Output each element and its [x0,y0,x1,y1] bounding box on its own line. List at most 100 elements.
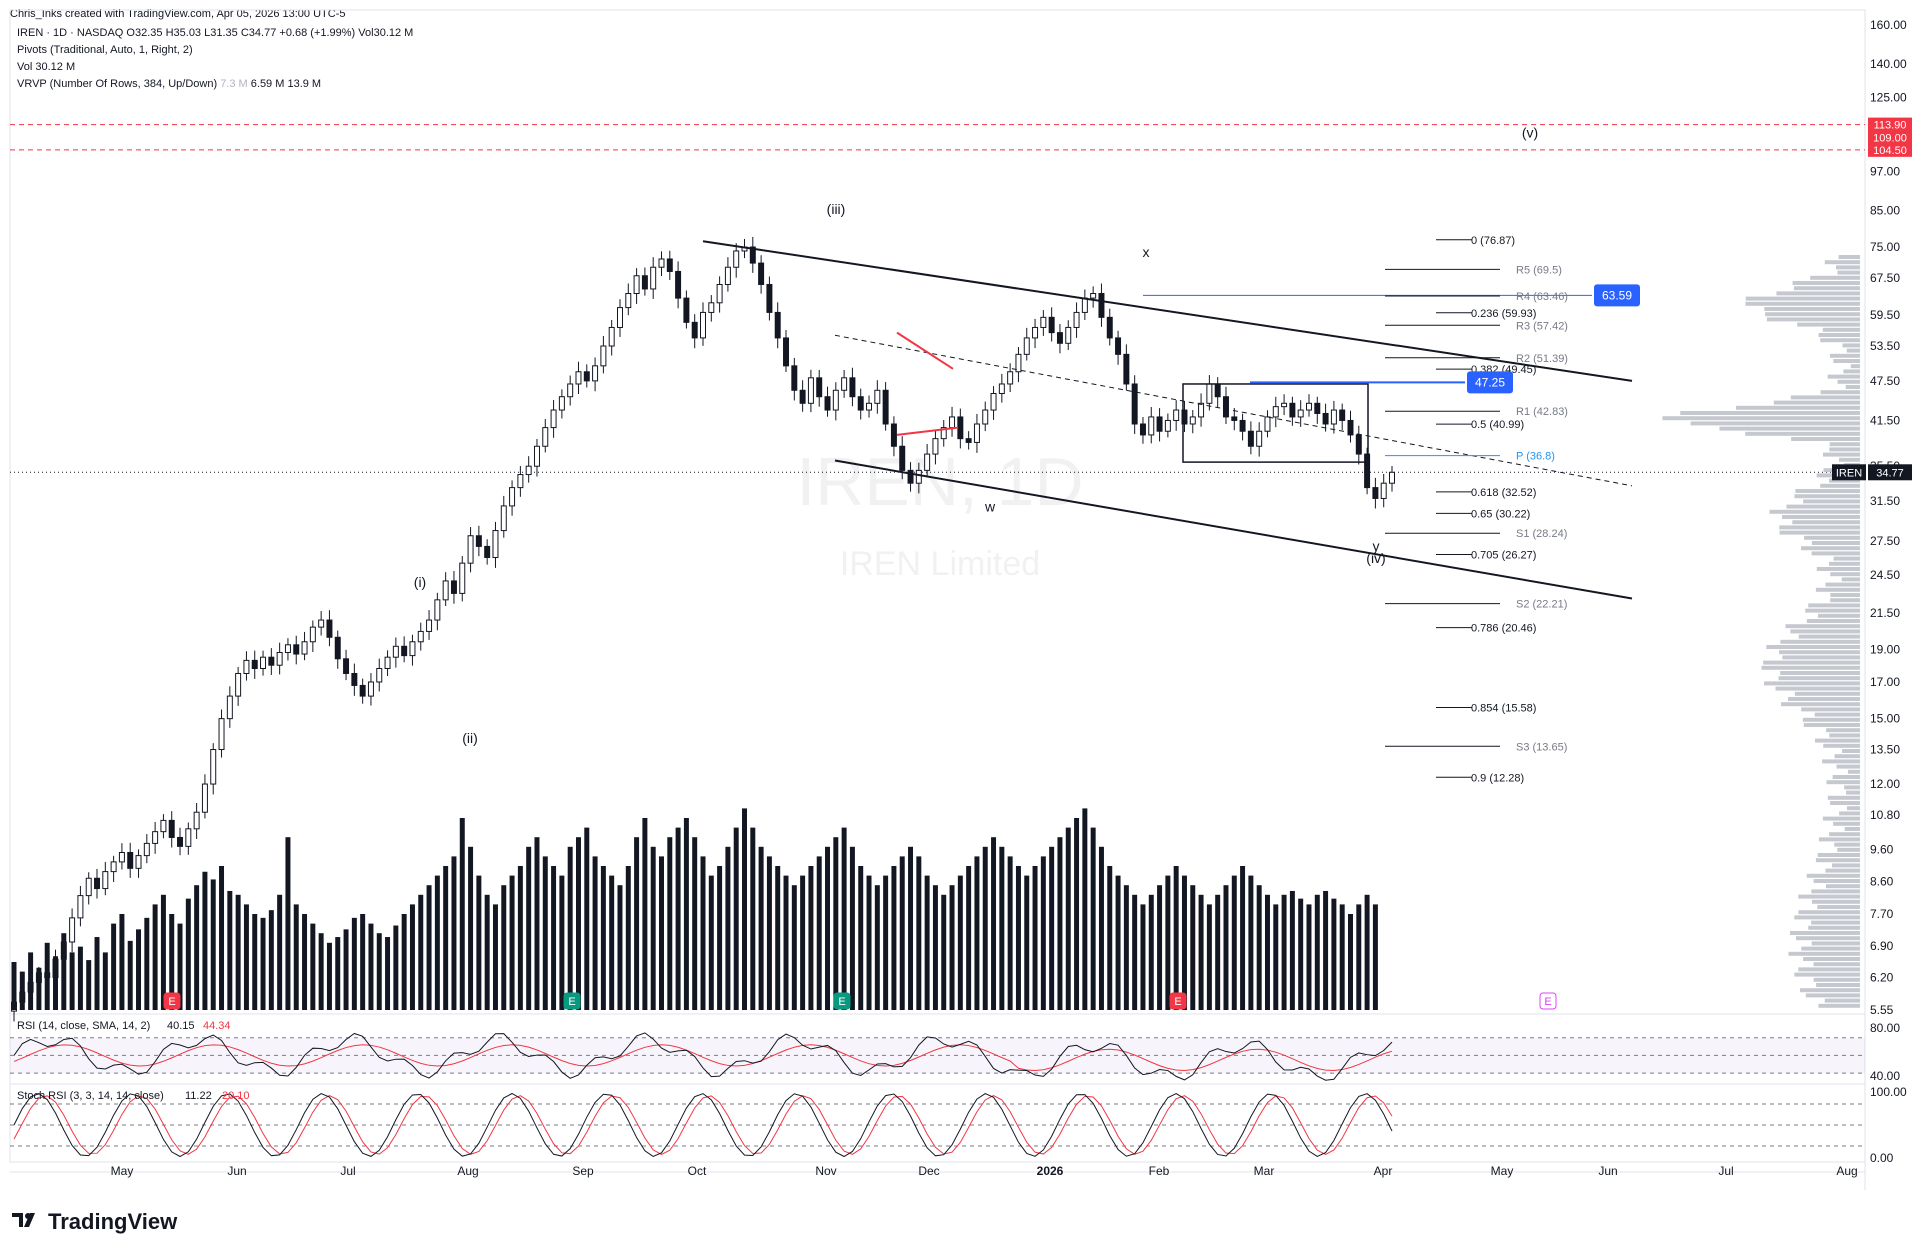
volume-profile-bar [1837,379,1860,384]
volume-profile-bar [1801,546,1860,551]
candle-down [691,321,698,339]
price-axis-label: 160.00 [1870,18,1907,32]
volume-profile-bar [1820,338,1860,343]
candle-up [716,283,723,304]
volume-profile-bar [1789,931,1860,935]
vrvp-indicator-label[interactable]: VRVP (Number Of Rows, 384, Up/Down) 7.3 … [17,78,321,90]
candle-up [276,651,283,666]
candle-up [77,895,84,919]
symbol-header[interactable]: IREN · 1D · NASDAQ O32.35 H35.03 L31.35 … [17,27,413,39]
volume-bar [1206,904,1212,1010]
candle-up [633,275,640,295]
volume-profile-bar [1745,431,1860,436]
volume-bar [883,875,889,1010]
volume-profile-bar [1798,894,1860,899]
rsi-value: 40.15 [167,1020,195,1032]
earnings-marker [1169,992,1187,1010]
volume-bar [252,914,258,1010]
volume-profile-bar [1818,333,1860,337]
volume-profile-bar [1825,868,1860,873]
volume-bar [285,837,291,1010]
candle-down [1239,419,1246,432]
volume-bar [1098,846,1104,1010]
candle-down [1355,434,1362,455]
candle-down [1131,383,1138,425]
earnings-marker-text: E [838,996,845,1008]
volume-bar [625,866,631,1010]
ohlc-low: L31.35 [204,27,238,39]
candle-down [1372,487,1379,499]
volume-profile-bar [1814,738,1860,743]
price-axis-label: 21.50 [1870,606,1900,620]
volume-bar [600,866,606,1010]
tradingview-logo[interactable]: TradingView [12,1209,177,1235]
volume-bar [210,879,216,1010]
volume-bar [783,875,789,1010]
volume-bar [766,856,772,1010]
volume-bar [1314,894,1320,1010]
volume-bar [451,856,457,1010]
time-axis-label: Apr [1374,1164,1393,1178]
volume-bar [1364,894,1370,1010]
candle-down [1364,453,1371,489]
time-axis-label: Aug [457,1164,478,1178]
volume-profile-bar [1822,327,1860,332]
volume-bar [468,846,474,1010]
fib-level-label: 0 (76.87) [1471,235,1515,247]
volume-profile-bar [1811,899,1860,904]
volume-profile-bar [1830,598,1860,603]
volume-profile-bar [1778,676,1860,681]
candle-down [168,819,175,838]
candle-up [1164,419,1171,432]
candle-up [426,619,433,632]
price-axis-label: 10.80 [1870,808,1900,822]
volume-bar [534,837,540,1010]
volume-profile-bar [1833,821,1860,826]
time-axis-label: Oct [688,1164,707,1178]
candle-down [1247,430,1254,447]
volume-indicator-label[interactable]: Vol 30.12 M [17,61,75,73]
pivots-indicator-label[interactable]: Pivots (Traditional, Auto, 1, Right, 2) [17,44,193,56]
volume-profile-bar [1801,707,1860,712]
pivot-level-label: P (36.8) [1516,451,1555,463]
candle-up [558,396,565,411]
volume-bar [53,956,58,1010]
candle-up [517,474,524,489]
candle-up [998,383,1005,394]
symbol-tag-text: IREN [1836,467,1862,479]
volume-profile-bar [1802,717,1860,722]
volume-profile-bar [1817,853,1860,857]
volume-profile-bar [1847,769,1860,774]
candle-down [666,258,673,272]
volume-profile-bar [1794,691,1860,696]
candle-up [807,377,814,404]
volume-profile-bar [1816,983,1860,987]
volume-profile-bar [1792,281,1860,285]
volume-bar [858,866,864,1010]
volume-bar [825,846,831,1010]
alert-price-tag-text: 104.50 [1873,145,1907,157]
candle-up [982,409,989,425]
volume-bar [459,818,465,1010]
volume-bar [1372,904,1378,1010]
volume-bar [293,904,299,1010]
fib-level-label: 0.65 (30.22) [1471,508,1530,520]
volume-bar [542,856,548,1010]
candle-up [1090,293,1097,299]
candle-down [799,389,806,404]
candle-up [118,851,125,863]
candle-up [160,819,167,833]
price-axis-label: 41.50 [1870,413,1900,427]
candle-up [1305,402,1312,411]
candle-down [1339,409,1346,421]
candle-down [1139,423,1146,436]
volume-bar [1281,894,1287,1010]
price-axis-label: 27.50 [1870,534,1900,548]
volume-profile-bar [1811,551,1860,556]
candle-up [1148,416,1155,436]
candle-down [899,445,906,471]
candle-down [1115,337,1122,355]
candle-up [434,599,441,621]
volume-bar [1273,904,1279,1010]
